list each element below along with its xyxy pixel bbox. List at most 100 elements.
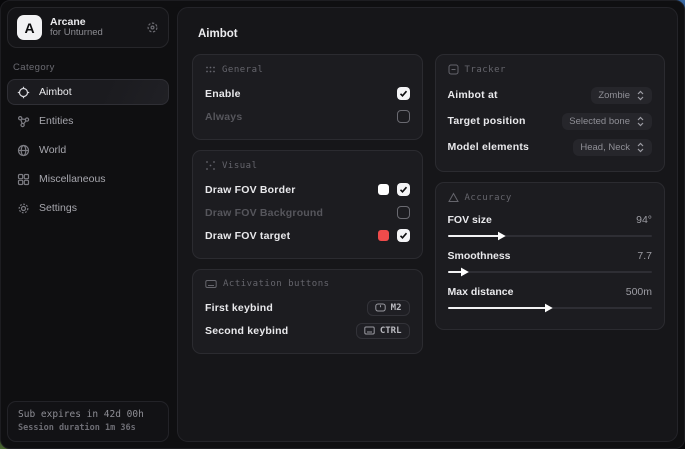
panel-title: Visual — [222, 160, 258, 171]
sidebar-item-label: Aimbot — [39, 86, 72, 98]
fov-size-slider-group: FOV size 94° — [447, 210, 652, 241]
app-subtitle: for Unturned — [50, 27, 103, 39]
fov-border-color-swatch[interactable] — [377, 184, 389, 195]
dropdown-value: Head, Neck — [580, 141, 630, 153]
setting-label: Aimbot at — [447, 89, 498, 101]
slider-label: FOV size — [447, 214, 492, 226]
fov-target-color-swatch[interactable] — [377, 230, 389, 241]
setting-label: Second keybind — [205, 324, 289, 337]
sidebar-item-entities[interactable]: Entities — [7, 108, 169, 134]
setting-row-target-position: Target position Selected bone — [447, 108, 652, 134]
panel-title: Tracker — [464, 64, 506, 75]
page-title: Aimbot — [198, 28, 238, 40]
keyboard-icon — [205, 279, 217, 289]
sidebar-item-aimbot[interactable]: Aimbot — [7, 79, 169, 105]
brand-card: A Arcane for Unturned — [7, 7, 169, 48]
slider-label: Max distance — [447, 286, 514, 298]
setting-label: Draw FOV target — [205, 229, 291, 242]
smoothness-value: 7.7 — [637, 250, 652, 262]
panel-title: Activation buttons — [223, 279, 330, 289]
model-elements-dropdown[interactable]: Head, Neck — [573, 138, 652, 156]
fov-background-checkbox[interactable] — [396, 206, 410, 219]
globe-icon — [17, 144, 30, 157]
sidebar-nav: Aimbot Entities World — [7, 79, 169, 221]
keyboard-icon — [364, 326, 375, 335]
max-distance-value: 500m — [625, 286, 652, 298]
visual-icon — [205, 160, 216, 171]
dropdown-value: Zombie — [598, 89, 630, 101]
sidebar: A Arcane for Unturned Category A — [1, 1, 175, 448]
setting-row-second-keybind: Second keybind CTRL — [205, 319, 410, 342]
fov-size-value: 94° — [636, 214, 652, 226]
aimbot-at-dropdown[interactable]: Zombie — [591, 86, 652, 104]
slider-thumb[interactable] — [460, 267, 469, 277]
sidebar-item-label: Miscellaneous — [39, 173, 106, 185]
setting-row-first-keybind: First keybind M2 — [205, 296, 410, 319]
first-keybind-button[interactable]: M2 — [366, 299, 410, 316]
setting-row-fov-background: Draw FOV Background — [205, 201, 410, 224]
sidebar-item-label: Entities — [39, 115, 74, 127]
setting-label: Draw FOV Background — [205, 206, 324, 219]
dropdown-value: Selected bone — [569, 115, 630, 127]
subscription-info: Sub expires in 42d 00h Session duration … — [7, 401, 169, 442]
fov-size-slider[interactable] — [447, 231, 652, 241]
crosshair-icon — [17, 86, 30, 99]
setting-row-model-elements: Model elements Head, Neck — [447, 134, 652, 160]
mouse-icon — [374, 303, 386, 312]
app-logo: A — [17, 15, 42, 40]
panel-activation-buttons: Activation buttons First keybind — [192, 269, 423, 354]
panel-general: General Enable Always — [192, 54, 423, 140]
keybind-value: CTRL — [379, 325, 402, 336]
setting-row-always: Always — [205, 105, 410, 128]
smoothness-slider[interactable] — [447, 267, 652, 277]
setting-label: First keybind — [205, 301, 273, 314]
unfold-icon — [636, 116, 645, 127]
panel-accuracy: Accuracy FOV size 94° — [434, 182, 665, 330]
setting-label: Draw FOV Border — [205, 183, 296, 196]
slider-thumb[interactable] — [497, 231, 506, 241]
max-distance-slider[interactable] — [447, 303, 652, 313]
panel-visual: Visual Draw FOV Border Draw FOV Backgrou… — [192, 150, 423, 259]
always-checkbox[interactable] — [396, 110, 410, 123]
slider-label: Smoothness — [447, 250, 511, 262]
unfold-icon — [636, 90, 645, 101]
smoothness-slider-group: Smoothness 7.7 — [447, 246, 652, 277]
category-label: Category — [13, 62, 55, 73]
setting-label: Enable — [205, 87, 241, 100]
accuracy-icon — [447, 192, 459, 203]
setting-row-aimbot-at: Aimbot at Zombie — [447, 82, 652, 108]
setting-label: Target position — [447, 115, 526, 127]
sidebar-item-miscellaneous[interactable]: Miscellaneous — [7, 166, 169, 192]
entities-icon — [17, 115, 30, 128]
max-distance-slider-group: Max distance 500m — [447, 282, 652, 313]
setting-row-fov-border: Draw FOV Border — [205, 178, 410, 201]
sidebar-item-world[interactable]: World — [7, 137, 169, 163]
main-content: Aimbot General — [177, 7, 678, 442]
setting-row-enable: Enable — [205, 82, 410, 105]
tracker-icon — [448, 64, 459, 75]
app-name: Arcane — [50, 16, 86, 28]
sync-icon[interactable] — [146, 21, 159, 34]
setting-label: Always — [205, 110, 243, 123]
setting-row-fov-target: Draw FOV target — [205, 224, 410, 247]
enable-checkbox[interactable] — [396, 87, 410, 100]
fov-border-checkbox[interactable] — [396, 183, 410, 196]
sidebar-item-label: Settings — [39, 202, 77, 214]
fov-target-checkbox[interactable] — [396, 229, 410, 242]
sidebar-item-label: World — [39, 144, 67, 156]
slider-thumb[interactable] — [544, 303, 553, 313]
panel-tracker: Tracker Aimbot at Zombie — [434, 54, 665, 172]
general-icon — [205, 64, 216, 75]
target-position-dropdown[interactable]: Selected bone — [562, 112, 652, 130]
panel-title: General — [222, 64, 264, 75]
second-keybind-button[interactable]: CTRL — [355, 322, 410, 339]
keybind-value: M2 — [390, 302, 402, 313]
setting-label: Model elements — [447, 141, 530, 153]
unfold-icon — [636, 142, 645, 153]
sidebar-item-settings[interactable]: Settings — [7, 195, 169, 221]
session-duration-text: Session duration 1m 36s — [18, 423, 136, 433]
panel-title: Accuracy — [464, 192, 512, 203]
gear-icon — [17, 202, 30, 215]
sub-expiry-text: Sub expires in 42d 00h — [18, 409, 144, 420]
